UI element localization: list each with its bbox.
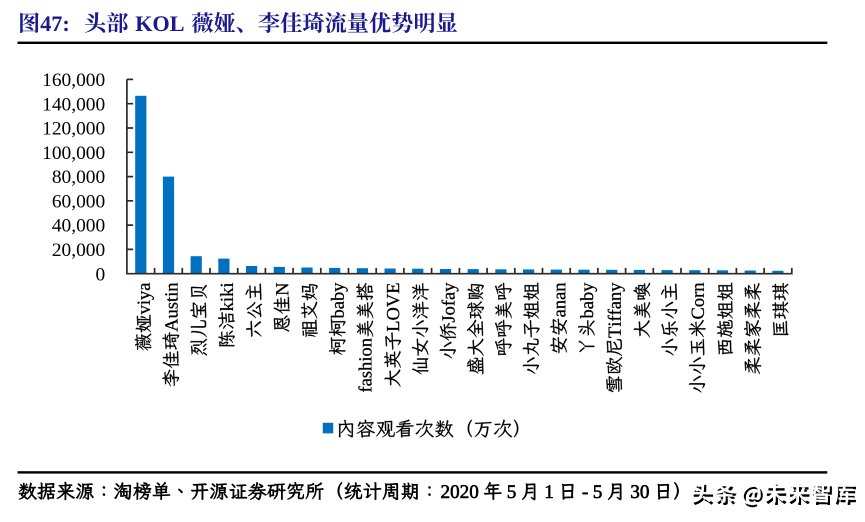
svg-text:160,000: 160,000 <box>42 70 105 91</box>
svg-text:40,000: 40,000 <box>52 216 105 237</box>
svg-text:140,000: 140,000 <box>42 94 105 115</box>
svg-text:20,000: 20,000 <box>52 240 105 261</box>
svg-text:0: 0 <box>95 264 105 285</box>
svg-text:100,000: 100,000 <box>42 143 105 164</box>
svg-text:120,000: 120,000 <box>42 119 105 140</box>
svg-text:60,000: 60,000 <box>52 191 105 212</box>
svg-text:80,000: 80,000 <box>52 167 105 188</box>
